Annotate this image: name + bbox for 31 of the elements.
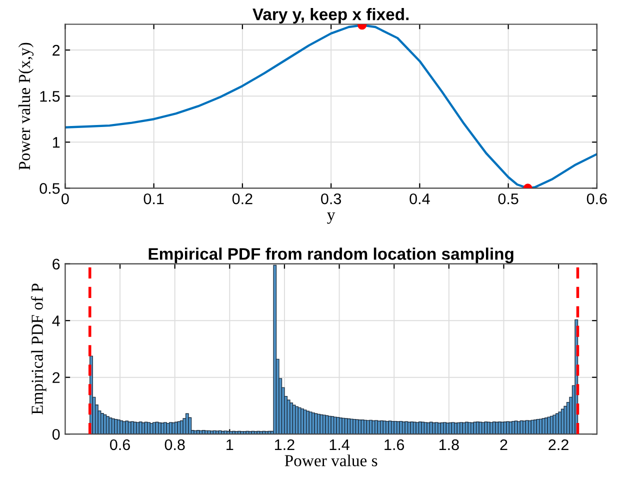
line-series	[65, 24, 597, 188]
x-axis-title: Power value s	[284, 454, 378, 466]
x-tick-label: 1.2	[275, 439, 294, 450]
y-tick-label: 2	[52, 372, 60, 383]
y-tick-label: 4	[52, 316, 60, 326]
x-tick-label: 2	[500, 439, 508, 450]
x-tick-label: 0.3	[321, 193, 342, 204]
chart-title: Vary y, keep x fixed.	[252, 8, 409, 24]
y-axis-title: Power value P(x,y)	[18, 42, 34, 170]
x-tick-label: 0.6	[586, 193, 607, 204]
y-tick-label: 2	[52, 44, 60, 56]
x-tick-label: 1	[226, 439, 234, 450]
x-tick-label: 1.8	[439, 439, 459, 450]
x-tick-label: 0.5	[498, 193, 518, 204]
x-tick-label: 1.6	[384, 439, 404, 450]
y-tick-label: 6	[52, 258, 60, 270]
x-tick-label: 2.2	[548, 439, 568, 450]
x-tick-label: 0.2	[232, 193, 252, 204]
x-tick-label: 0.8	[164, 439, 185, 450]
y-tick-label: 0.5	[40, 183, 60, 194]
y-tick-label: 1.5	[40, 91, 60, 102]
x-tick-label: 0	[62, 193, 69, 204]
y-axis-title: Empirical PDF of P	[31, 284, 46, 414]
x-axis-title: y	[327, 212, 336, 224]
chart-title: Empirical PDF from random location sampling	[148, 248, 514, 264]
x-tick-label: 0.1	[144, 193, 164, 204]
y-tick-label: 0	[52, 428, 60, 440]
x-tick-label: 0.6	[110, 439, 130, 450]
x-tick-label: 1.4	[330, 439, 350, 450]
y-tick-label: 1	[53, 137, 60, 148]
x-tick-label: 0.4	[410, 193, 430, 204]
